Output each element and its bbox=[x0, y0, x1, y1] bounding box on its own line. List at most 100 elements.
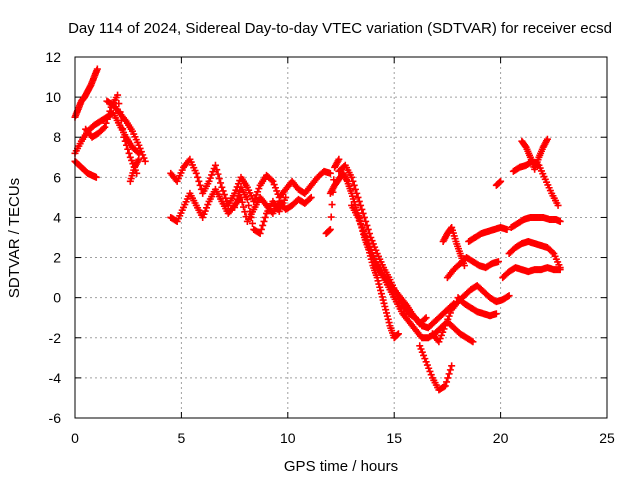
x-tick-label: 20 bbox=[493, 430, 509, 446]
data-point bbox=[358, 223, 366, 231]
data-point bbox=[416, 342, 424, 350]
data-point bbox=[199, 213, 207, 221]
data-point bbox=[446, 366, 454, 374]
data-point bbox=[420, 351, 428, 359]
series-arc-1 bbox=[71, 157, 100, 181]
data-point bbox=[137, 148, 145, 156]
data-point bbox=[379, 296, 387, 304]
data-point bbox=[362, 236, 370, 244]
data-point bbox=[213, 166, 221, 174]
data-point bbox=[423, 361, 431, 369]
data-point bbox=[445, 370, 453, 378]
data-point bbox=[446, 309, 454, 317]
series-arc-19 bbox=[465, 223, 511, 246]
data-point bbox=[383, 309, 391, 317]
data-point bbox=[93, 65, 101, 73]
data-point bbox=[358, 205, 366, 213]
data-point bbox=[103, 115, 111, 123]
data-point bbox=[384, 315, 392, 323]
chart-title: Day 114 of 2024, Sidereal Day-to-day VTE… bbox=[68, 20, 612, 37]
data-point bbox=[421, 315, 429, 323]
data-point bbox=[126, 153, 134, 161]
data-point bbox=[220, 191, 228, 199]
data-point bbox=[328, 201, 336, 209]
data-point bbox=[372, 246, 380, 254]
data-point bbox=[364, 225, 372, 233]
data-point bbox=[381, 302, 389, 310]
data-point bbox=[504, 292, 512, 300]
data-point bbox=[115, 100, 123, 108]
data-point bbox=[373, 274, 381, 282]
data-point bbox=[378, 293, 386, 301]
data-point bbox=[125, 149, 133, 157]
data-point bbox=[260, 217, 268, 225]
data-point bbox=[329, 188, 337, 196]
data-point bbox=[422, 358, 430, 366]
data-point bbox=[354, 193, 362, 201]
data-point bbox=[349, 177, 357, 185]
data-point bbox=[469, 338, 477, 346]
data-point bbox=[222, 194, 230, 202]
data-point bbox=[374, 277, 382, 285]
series-arc-20 bbox=[499, 264, 564, 282]
data-point bbox=[437, 331, 445, 339]
data-point bbox=[256, 229, 264, 237]
data-point bbox=[441, 322, 449, 330]
data-point bbox=[355, 217, 363, 225]
data-point bbox=[307, 193, 315, 201]
data-point bbox=[360, 227, 368, 235]
y-tick-label: 0 bbox=[53, 290, 61, 306]
data-point bbox=[120, 133, 128, 141]
series-arc-15 bbox=[429, 282, 513, 346]
data-point bbox=[418, 348, 426, 356]
data-point bbox=[238, 198, 246, 206]
data-point bbox=[233, 195, 241, 203]
data-point bbox=[494, 258, 502, 266]
data-point bbox=[105, 111, 113, 119]
data-point bbox=[200, 210, 208, 218]
data-point bbox=[92, 173, 100, 181]
data-point bbox=[203, 204, 211, 212]
data-point bbox=[282, 193, 290, 201]
data-point bbox=[357, 220, 365, 228]
data-point bbox=[443, 378, 451, 386]
data-point bbox=[255, 185, 263, 193]
data-point bbox=[139, 151, 147, 159]
data-point bbox=[243, 195, 251, 203]
data-point bbox=[234, 180, 242, 188]
data-point bbox=[201, 207, 209, 215]
data-point bbox=[376, 283, 384, 291]
series-arc-5 bbox=[103, 97, 149, 165]
series-arc-2 bbox=[71, 65, 101, 121]
series-arc-21 bbox=[505, 238, 564, 272]
data-point bbox=[135, 155, 143, 163]
data-point bbox=[209, 168, 217, 176]
series-arc-17 bbox=[443, 254, 502, 282]
data-point bbox=[219, 187, 227, 195]
data-point bbox=[443, 319, 451, 327]
x-tick-labels: 0 5 10 15 20 25 bbox=[71, 430, 615, 446]
data-point bbox=[549, 248, 557, 256]
y-tick-labels: -6 -4 -2 0 2 4 6 8 10 12 bbox=[45, 49, 61, 426]
y-tick-label: -2 bbox=[49, 330, 62, 346]
data-point bbox=[426, 367, 434, 375]
data-point bbox=[445, 312, 453, 320]
data-point bbox=[196, 181, 204, 189]
y-tick-label: 6 bbox=[53, 169, 61, 185]
data-point bbox=[218, 183, 226, 191]
data-point bbox=[211, 161, 219, 169]
data-point bbox=[394, 330, 402, 338]
data-point bbox=[261, 213, 269, 221]
data-point bbox=[468, 337, 476, 345]
data-point bbox=[217, 179, 225, 187]
data-point bbox=[206, 174, 214, 182]
data-point bbox=[377, 286, 385, 294]
data-point bbox=[394, 331, 402, 339]
data-point bbox=[505, 292, 513, 300]
data-point bbox=[351, 185, 359, 193]
data-point bbox=[254, 188, 262, 196]
data-point bbox=[194, 173, 202, 181]
data-point bbox=[327, 213, 335, 221]
data-point bbox=[114, 91, 122, 99]
